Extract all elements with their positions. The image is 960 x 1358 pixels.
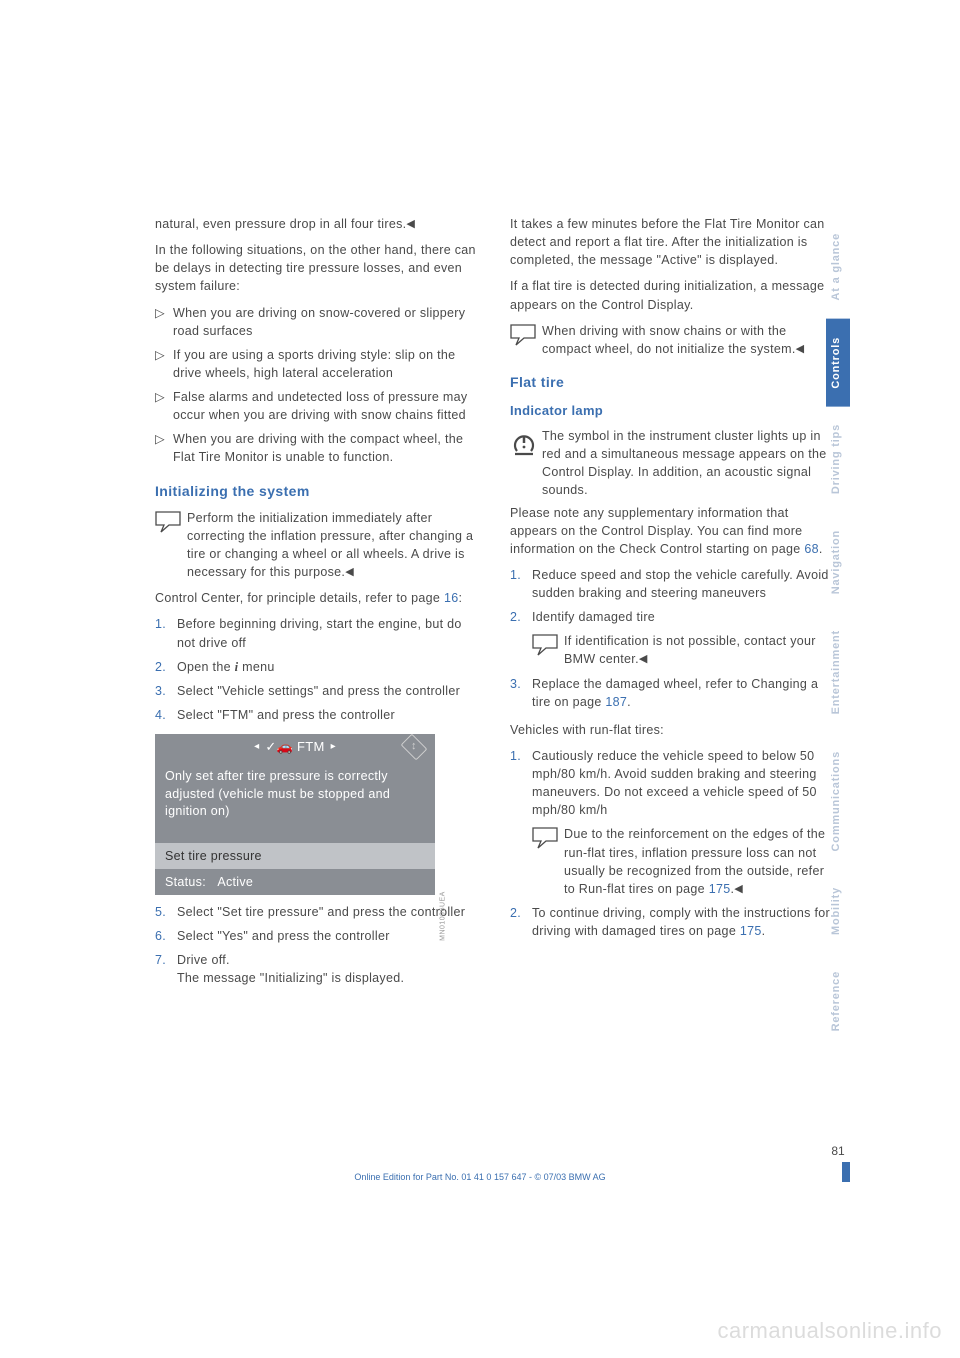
tab-driving-tips[interactable]: Driving tips [826,406,850,512]
section-heading: Initializing the system [155,481,480,501]
tab-mobility[interactable]: Mobility [826,869,850,953]
note-callout: Perform the initialization immediately a… [155,509,480,582]
screenshot-status-row: Status: Active [155,869,435,895]
numbered-list: 1.Before beginning driving, start the en… [155,615,480,724]
end-marker-icon: ◀ [345,566,354,578]
body-text: Control Center, for principle details, r… [155,589,480,607]
note-icon [510,324,538,348]
body-text: Please note any supplementary informatio… [510,504,835,558]
list-item: 2.Open the i menu [155,658,480,676]
numbered-list: 1.Reduce speed and stop the vehicle care… [510,566,835,711]
bullet-list: ▷When you are driving on snow-covered or… [155,304,480,467]
list-item: 1.Before beginning driving, start the en… [155,615,480,651]
image-code: MN01096UEA [439,891,449,941]
body-text: Vehicles with run-flat tires: [510,721,835,739]
tab-navigation[interactable]: Navigation [826,512,850,612]
end-marker-icon: ◀ [639,653,648,665]
note-icon [155,511,183,535]
end-marker-icon: ◀ [796,343,805,355]
end-marker-icon: ◀ [734,883,743,895]
numbered-list: 1. Cautiously reduce the vehicle speed t… [510,747,835,940]
ftm-screenshot: ◂ ✓🚗 FTM ▸ ↕ Only set after tire pressur… [155,734,435,895]
note-icon [532,634,560,658]
note-callout: Due to the reinforcement on the edges of… [532,825,835,898]
list-item: 5.Select "Set tire pressure" and press t… [155,903,480,921]
note-callout: When driving with snow chains or with th… [510,322,835,358]
side-nav-tabs: At a glance Controls Driving tips Naviga… [826,215,850,1050]
list-item: 7.Drive off.The message "Initializing" i… [155,951,480,987]
triangle-bullet-icon: ▷ [155,430,173,466]
list-item: 4.Select "FTM" and press the controller [155,706,480,724]
page-content: natural, even pressure drop in all four … [155,215,835,997]
list-item: ▷When you are driving on snow-covered or… [155,304,480,340]
tab-reference[interactable]: Reference [826,953,850,1049]
subsection-heading: Indicator lamp [510,402,835,421]
screenshot-body: Only set after tire pressure is correctl… [155,760,435,843]
list-item: 1. Cautiously reduce the vehicle speed t… [510,747,835,898]
left-arrow-icon: ◂ [254,740,259,755]
list-item: 2.To continue driving, comply with the i… [510,904,835,940]
list-item: 3.Select "Vehicle settings" and press th… [155,682,480,700]
note-text: When driving with snow chains or with th… [542,322,835,358]
warning-callout: The symbol in the instrument cluster lig… [510,427,835,500]
note-text: Due to the reinforcement on the edges of… [564,825,835,898]
page-link[interactable]: 68 [804,542,819,556]
screenshot-header: ◂ ✓🚗 FTM ▸ ↕ [155,734,435,760]
list-item: 1.Reduce speed and stop the vehicle care… [510,566,835,602]
right-column: It takes a few minutes before the Flat T… [510,215,835,997]
list-item: 3.Replace the damaged wheel, refer to Ch… [510,675,835,711]
page-link[interactable]: 16 [444,591,459,605]
list-item: ▷If you are using a sports driving style… [155,346,480,382]
body-text: natural, even pressure drop in all four … [155,215,480,233]
note-callout: If identification is not possible, conta… [532,632,835,668]
tab-at-a-glance[interactable]: At a glance [826,215,850,319]
triangle-bullet-icon: ▷ [155,346,173,382]
note-icon [532,827,560,851]
body-text: In the following situations, on the othe… [155,241,480,295]
tab-communications[interactable]: Communications [826,733,850,869]
note-text: If identification is not possible, conta… [564,632,835,668]
page-link[interactable]: 187 [605,695,627,709]
watermark: carmanualsonline.info [717,1318,942,1344]
screenshot-title: ✓🚗 FTM [265,738,324,757]
end-marker-icon: ◀ [406,218,415,230]
body-text: If a flat tire is detected during initia… [510,277,835,313]
left-column: natural, even pressure drop in all four … [155,215,480,997]
triangle-bullet-icon: ▷ [155,388,173,424]
scroll-indicator-icon: ↕ [401,734,428,761]
list-item: ▷When you are driving with the compact w… [155,430,480,466]
warning-text: The symbol in the instrument cluster lig… [542,427,835,500]
footer-copyright: Online Edition for Part No. 01 41 0 157 … [0,1172,960,1182]
tire-warning-icon [510,429,540,500]
tab-entertainment[interactable]: Entertainment [826,612,850,732]
section-heading: Flat tire [510,372,835,392]
page-link[interactable]: 175 [709,882,731,896]
screenshot-row: Set tire pressure [155,843,435,869]
right-arrow-icon: ▸ [331,740,336,755]
list-item: ▷False alarms and undetected loss of pre… [155,388,480,424]
numbered-list: 5.Select "Set tire pressure" and press t… [155,903,480,988]
note-text: Perform the initialization immediately a… [187,509,480,582]
tab-controls[interactable]: Controls [826,319,850,407]
page-link[interactable]: 175 [740,924,762,938]
triangle-bullet-icon: ▷ [155,304,173,340]
body-text: It takes a few minutes before the Flat T… [510,215,835,269]
list-item: 6.Select "Yes" and press the controller [155,927,480,945]
list-item: 2. Identify damaged tire If identificati… [510,608,835,668]
